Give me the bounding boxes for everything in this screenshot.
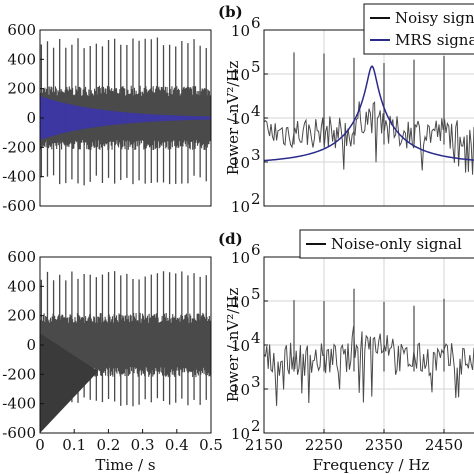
noise-band-c [40, 312, 211, 378]
ytick-label-c: 400 [7, 277, 36, 295]
legend-box-b [363, 3, 474, 55]
xtick-label-c: 0.2 [96, 436, 120, 454]
legend-box-d [299, 229, 474, 259]
plot-area-c [40, 271, 211, 433]
legend-label-d: Noise-only signal [331, 235, 462, 253]
mrs-spectrum [264, 65, 474, 162]
ytick-label-a: 0 [26, 109, 36, 127]
ytick-base-b: 10 [231, 110, 250, 128]
ytick-label-a: 200 [7, 80, 36, 98]
ytick-label-c: 0 [26, 336, 36, 354]
ytick-label-a: -200 [2, 138, 36, 156]
ytick-exp-d: 6 [251, 241, 261, 259]
ytick-label-a: 400 [7, 50, 36, 68]
y-axis-label-b: Power / nV²/Hz [224, 61, 242, 176]
y-axis-label-d: Power / nV²/Hz [224, 288, 242, 403]
xtick-label-d: 2450 [425, 436, 463, 454]
ytick-base-d: 10 [231, 381, 250, 399]
ytick-label-c: 200 [7, 307, 36, 325]
xtick-label-c: 0.3 [131, 436, 155, 454]
noise-spectrum-b [264, 101, 474, 175]
ytick-exp-b: 3 [251, 146, 261, 164]
plot-area-d [264, 288, 474, 406]
ytick-base-b: 10 [231, 22, 250, 40]
ytick-label-c: -200 [2, 365, 36, 383]
ytick-base-d: 10 [231, 293, 250, 311]
ytick-label-c: -400 [2, 395, 36, 413]
ytick-base-d: 10 [231, 249, 250, 267]
panel-label-b: (b) [218, 3, 243, 21]
ytick-exp-b: 2 [251, 190, 261, 208]
x-axis-label-d: Frequency / Hz [313, 456, 430, 474]
noise-spectrum-d [264, 326, 474, 406]
ytick-base-d: 10 [231, 337, 250, 355]
mrs-envelope [40, 96, 211, 140]
offset-wedge [40, 333, 99, 433]
ytick-exp-d: 2 [251, 417, 261, 435]
xtick-label-d: 2150 [245, 436, 283, 454]
ytick-base-b: 10 [231, 66, 250, 84]
legend-label-b: MRS signal [395, 31, 474, 49]
ytick-exp-b: 4 [251, 102, 261, 120]
plot-area-b [264, 52, 474, 175]
ytick-exp-d: 4 [251, 329, 261, 347]
xtick-label-c: 0 [35, 436, 45, 454]
ytick-label-a: 600 [7, 21, 36, 39]
plot-area-a [40, 37, 211, 186]
ytick-base-b: 10 [231, 198, 250, 216]
ytick-base-b: 10 [231, 154, 250, 172]
ytick-label-a: -400 [2, 168, 36, 186]
panel-label-d: (d) [218, 230, 243, 248]
noise-band-a [40, 85, 211, 151]
ytick-base-d: 10 [231, 425, 250, 443]
ytick-exp-d: 3 [251, 373, 261, 391]
ytick-exp-b: 5 [251, 58, 261, 76]
ytick-label-c: -600 [2, 424, 36, 442]
ytick-label-c: 600 [7, 248, 36, 266]
x-axis-label-c: Time / s [95, 456, 155, 474]
ytick-exp-b: 6 [251, 14, 261, 32]
xtick-label-c: 0.4 [165, 436, 189, 454]
legend-label-b: Noisy signal [395, 9, 474, 27]
xtick-label-c: 0.1 [62, 436, 86, 454]
ytick-label-a: -600 [2, 197, 36, 215]
xtick-label-d: 2350 [365, 436, 403, 454]
xtick-label-c: 0.5 [199, 436, 223, 454]
xtick-label-d: 2250 [305, 436, 343, 454]
ytick-exp-d: 5 [251, 285, 261, 303]
